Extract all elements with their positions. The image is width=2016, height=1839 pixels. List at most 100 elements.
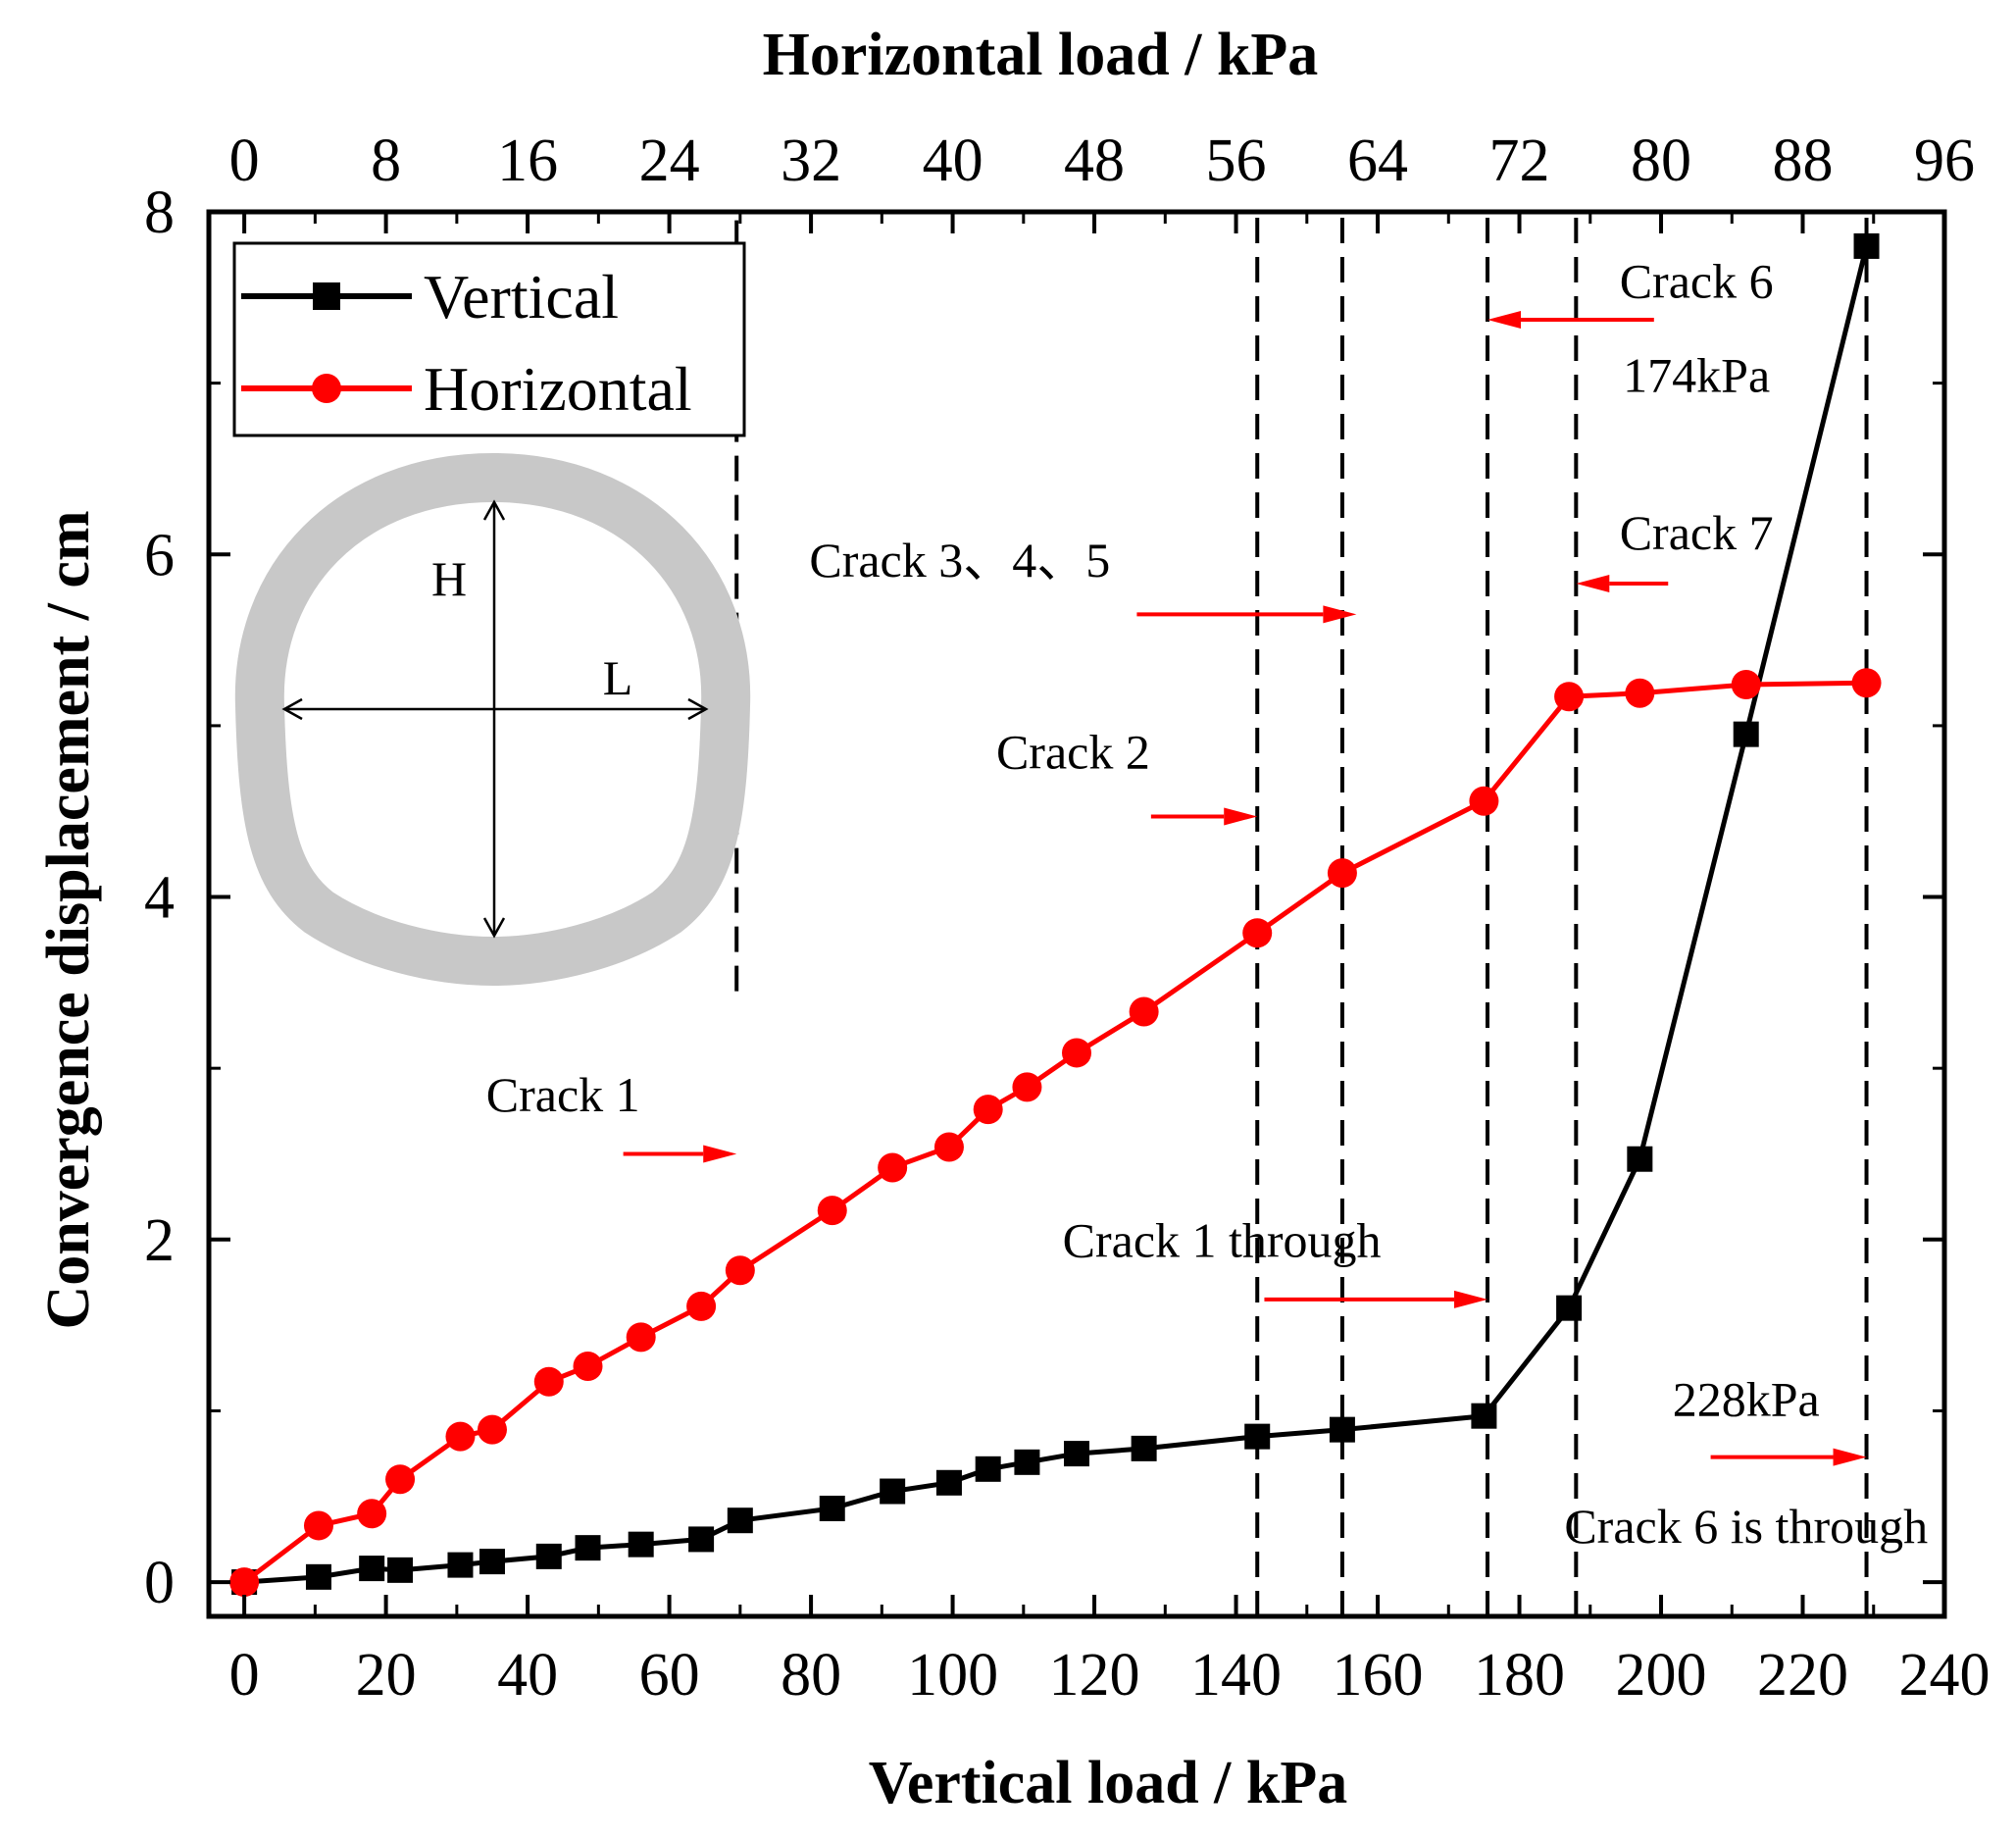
data-point-horizontal <box>686 1291 717 1321</box>
x2-tick-label: 8 <box>371 128 401 194</box>
annotation-label: 228kPa <box>1673 1372 1820 1427</box>
data-point-horizontal <box>573 1352 603 1382</box>
annotation-arrow-head <box>1454 1290 1488 1308</box>
data-point-vertical <box>688 1526 715 1553</box>
x2-tick-label: 48 <box>1064 128 1125 194</box>
data-point-vertical <box>359 1556 385 1582</box>
data-point-horizontal <box>229 1567 260 1598</box>
annotation-label: 174kPa <box>1623 347 1770 402</box>
data-point-vertical <box>1244 1423 1271 1450</box>
x-tick-label: 100 <box>907 1642 998 1709</box>
data-point-vertical <box>1627 1146 1653 1172</box>
data-point-vertical <box>880 1478 906 1505</box>
legend-label-vertical: Vertical <box>424 262 619 332</box>
x2-tick-label: 16 <box>497 128 558 194</box>
x-tick-label: 200 <box>1616 1642 1707 1709</box>
series-line-vertical <box>243 245 1869 1585</box>
data-point-horizontal <box>1327 858 1357 889</box>
x2-tick-label: 24 <box>639 128 700 194</box>
data-point-vertical <box>387 1557 414 1583</box>
y-tick-label: 8 <box>144 179 175 246</box>
x-tick-label: 0 <box>229 1642 260 1709</box>
annotation-label: Crack 1 <box>486 1067 640 1122</box>
annotation-arrow-head <box>1487 311 1522 330</box>
data-point-horizontal <box>477 1414 507 1445</box>
annotation-label: Crack 1 through <box>1063 1212 1382 1267</box>
data-point-vertical <box>819 1495 845 1521</box>
x2-axis-title: Horizontal load / kPa <box>763 22 1319 88</box>
annotation-arrow-head <box>1224 807 1258 826</box>
y-axis-title: Convergence displacement / cm <box>35 510 102 1329</box>
plot-frame <box>206 209 1947 1619</box>
tunnel-lining-shape <box>234 452 751 987</box>
series-line-horizontal <box>242 680 1867 1585</box>
data-point-horizontal <box>973 1095 1003 1125</box>
annotation-label: Crack 7 <box>1620 505 1774 560</box>
width-label: L <box>603 650 633 705</box>
data-point-horizontal <box>1469 786 1499 816</box>
x2-tick-label: 32 <box>781 128 841 194</box>
data-point-vertical <box>628 1531 654 1558</box>
legend-marker-vertical <box>313 282 340 310</box>
data-point-horizontal <box>357 1499 387 1529</box>
y-tick-label: 0 <box>144 1550 175 1616</box>
data-point-horizontal <box>1731 669 1761 699</box>
data-point-horizontal <box>933 1132 964 1162</box>
data-point-vertical <box>975 1456 1001 1482</box>
data-point-vertical <box>1014 1449 1040 1475</box>
data-point-vertical <box>535 1543 562 1569</box>
x2-tick-label: 72 <box>1489 128 1550 194</box>
data-point-horizontal <box>626 1322 656 1353</box>
legend-box <box>232 241 746 437</box>
annotation-label: Crack 6 is through <box>1564 1499 1928 1554</box>
x2-tick-label: 40 <box>923 128 983 194</box>
data-point-horizontal <box>385 1464 416 1495</box>
annotation-arrow-head <box>1576 574 1610 592</box>
x2-tick-label: 96 <box>1914 128 1975 194</box>
data-point-horizontal <box>725 1255 755 1286</box>
x2-tick-label: 80 <box>1631 128 1691 194</box>
data-point-vertical <box>479 1549 505 1575</box>
data-point-vertical <box>935 1469 962 1496</box>
annotation-arrows <box>623 311 1867 1466</box>
data-point-vertical <box>1733 721 1759 747</box>
data-series <box>229 232 1882 1598</box>
data-point-horizontal <box>445 1421 476 1452</box>
y-tick-label: 2 <box>144 1207 175 1274</box>
data-point-horizontal <box>1625 678 1655 708</box>
annotation-label: Crack 6 <box>1620 253 1774 308</box>
tunnel-cross-section-inset: H L <box>234 452 751 987</box>
x-tick-label: 120 <box>1049 1642 1140 1709</box>
annotation-arrow-head <box>1323 605 1357 624</box>
annotation-arrow-head <box>1833 1448 1867 1466</box>
annotation-arrow-head <box>703 1145 737 1163</box>
x-tick-label: 80 <box>781 1642 841 1709</box>
x-tick-label: 180 <box>1474 1642 1565 1709</box>
legend-label-horizontal: Horizontal <box>424 354 692 424</box>
data-point-vertical <box>1556 1295 1583 1321</box>
x-tick-label: 220 <box>1757 1642 1848 1709</box>
data-point-vertical <box>575 1535 601 1561</box>
data-point-horizontal <box>878 1152 908 1183</box>
data-point-horizontal <box>1554 682 1585 712</box>
data-point-vertical <box>1853 232 1880 259</box>
data-point-horizontal <box>1242 918 1273 948</box>
data-point-horizontal <box>303 1510 333 1541</box>
x-tick-label: 140 <box>1190 1642 1282 1709</box>
data-point-horizontal <box>817 1196 847 1226</box>
height-label: H <box>431 551 467 606</box>
data-point-horizontal <box>533 1366 564 1397</box>
annotation-labels: Crack 1 Crack 2 Crack 3、4、5 Crack 6 174kPa Cr… <box>486 253 1928 1554</box>
x2-tick-label: 88 <box>1773 128 1834 194</box>
annotation-label: Crack 3、4、5 <box>809 533 1110 587</box>
x2-tick-label: 56 <box>1206 128 1267 194</box>
data-point-horizontal <box>1062 1038 1091 1068</box>
x2-tick-label: 64 <box>1347 128 1408 194</box>
y-tick-label: 4 <box>144 865 175 932</box>
x-tick-label: 160 <box>1333 1642 1424 1709</box>
legend: Vertical Horizontal <box>232 241 746 437</box>
x-tick-label: 60 <box>639 1642 700 1709</box>
data-point-vertical <box>727 1507 753 1534</box>
